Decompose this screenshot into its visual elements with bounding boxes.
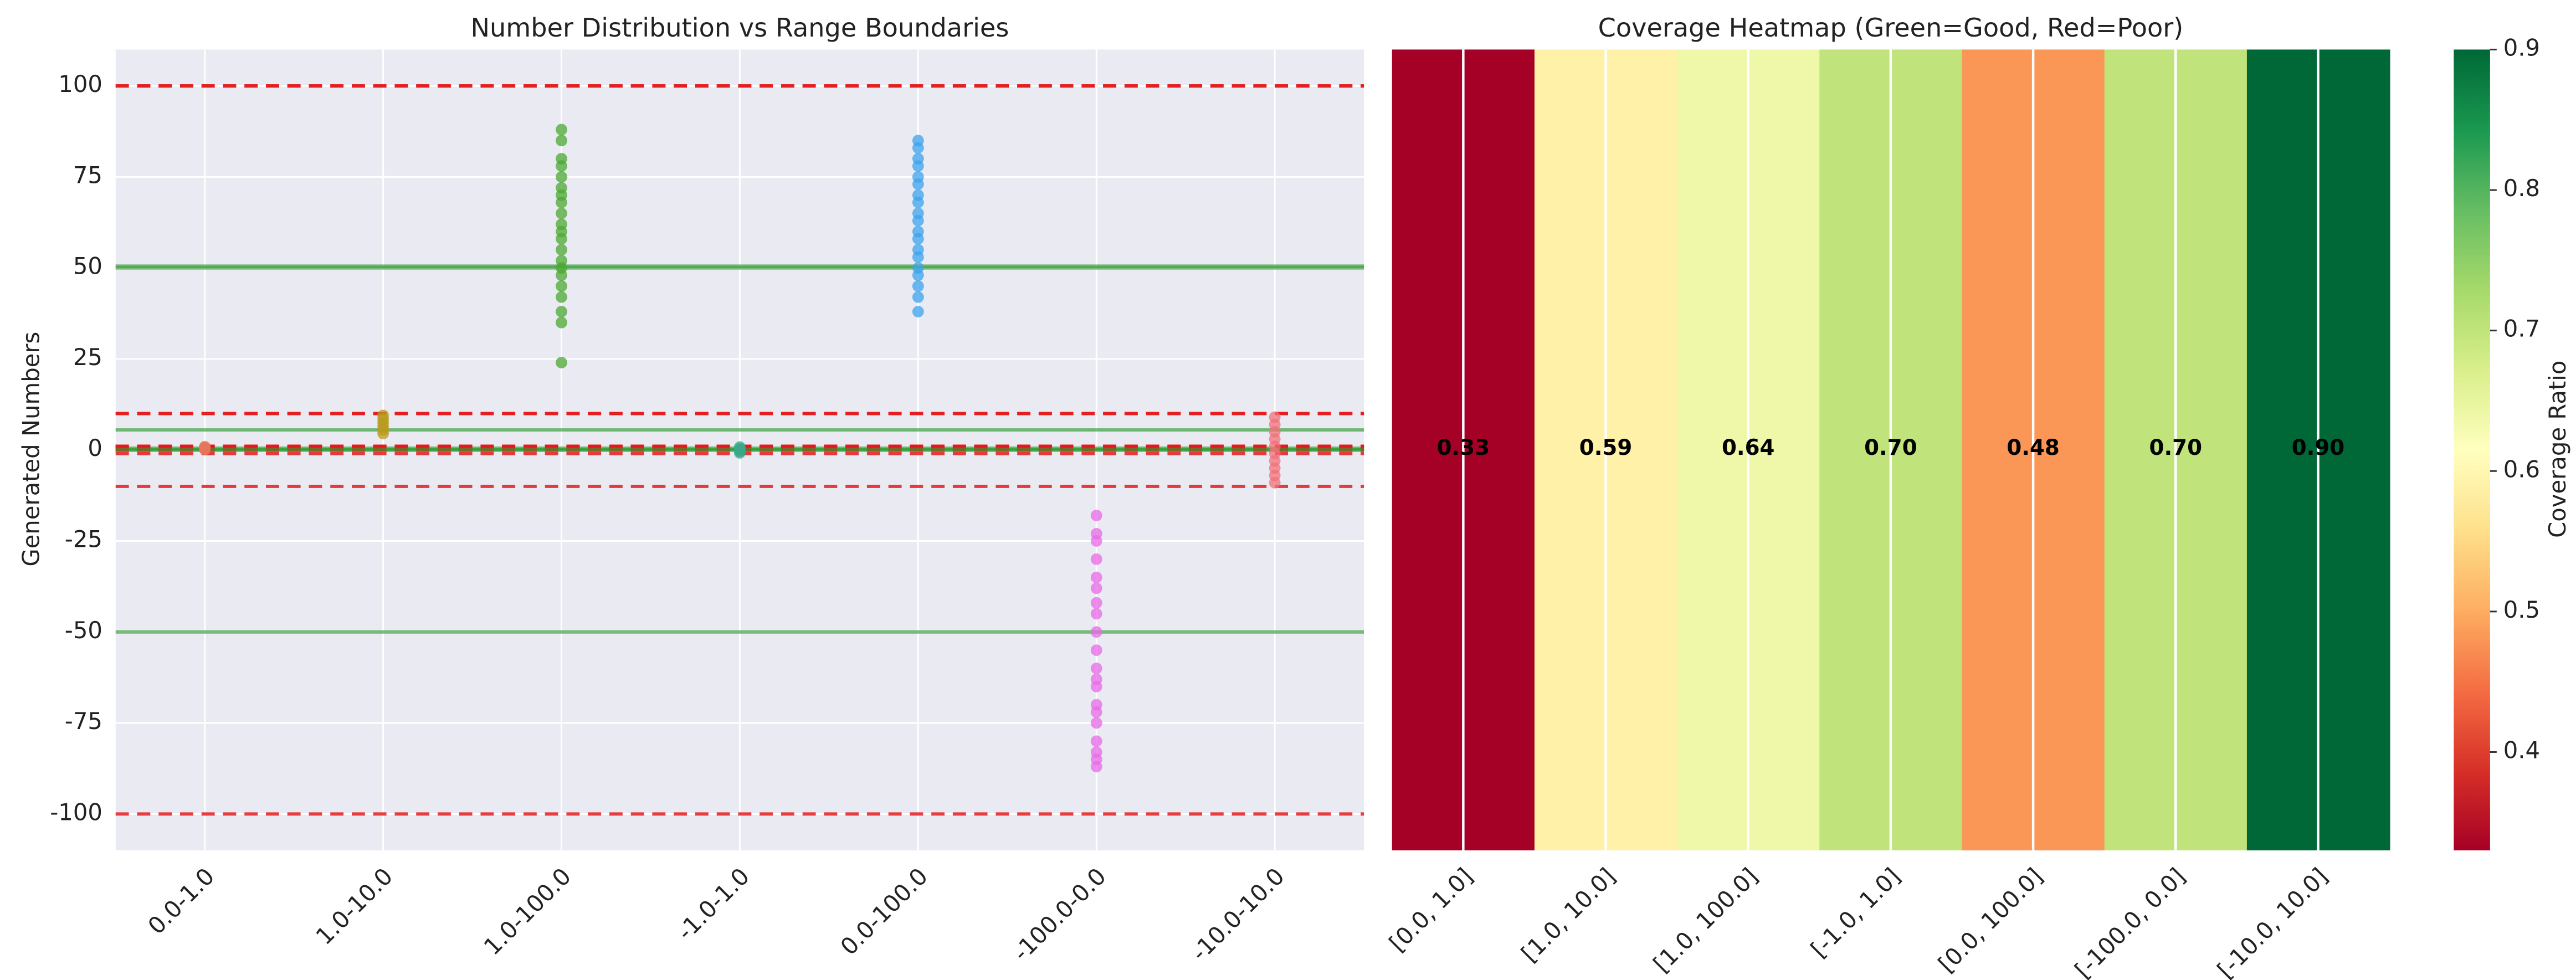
data-point [556, 182, 567, 194]
data-point [556, 280, 567, 292]
value-label: 0.33 [1437, 435, 1490, 460]
colorbar-label: Coverage Ratio [2544, 361, 2571, 538]
data-point [1090, 706, 1102, 718]
x-tick-label: -10.0-10.0 [1186, 863, 1290, 966]
data-point [1090, 663, 1102, 674]
x-tick-label: 0.0-1.0 [142, 863, 219, 940]
value-label: 0.48 [2007, 435, 2060, 460]
data-point [556, 244, 567, 256]
right-title: Coverage Heatmap (Green=Good, Red=Poor) [1598, 13, 2184, 43]
data-point [1090, 510, 1102, 521]
value-label: 0.70 [2149, 435, 2203, 460]
data-point [1090, 582, 1102, 594]
y-tick-label: -25 [65, 525, 102, 552]
value-label: 0.90 [2292, 435, 2345, 460]
data-point [1090, 680, 1102, 692]
data-point [556, 218, 567, 230]
data-point [556, 291, 567, 303]
x-tick-label: [-100.0, 0.0] [2070, 863, 2190, 980]
y-tick-label: -100 [50, 798, 102, 825]
data-point [1090, 626, 1102, 638]
x-tick-label: 1.0-10.0 [310, 863, 398, 950]
data-point [912, 153, 924, 165]
x-tick-label: 1.0-100.0 [479, 863, 577, 961]
data-point [912, 135, 924, 147]
data-point [734, 441, 746, 453]
data-point [377, 409, 389, 422]
data-point [1269, 411, 1281, 423]
colorbar-tick-label: 0.4 [2503, 736, 2540, 763]
data-point [556, 316, 567, 329]
colorbar-tick-label: 0.6 [2503, 455, 2540, 483]
y-tick-label: -50 [65, 617, 102, 644]
y-tick-label: -75 [65, 707, 102, 735]
colorbar-tick-label: 0.5 [2503, 596, 2540, 623]
x-tick-label: [0.0, 1.0] [1384, 863, 1478, 957]
data-point [1090, 553, 1102, 565]
data-point [556, 153, 567, 165]
value-label: 0.70 [1864, 435, 1917, 460]
data-point [912, 262, 924, 274]
x-tick-label: 0.0-100.0 [835, 863, 933, 961]
y-tick-label: 100 [58, 70, 102, 98]
data-point [556, 124, 567, 136]
x-tick-label: [1.0, 100.0] [1648, 863, 1763, 978]
x-tick-label: [0.0, 100.0] [1933, 863, 2048, 978]
data-point [556, 207, 567, 219]
data-point [556, 306, 567, 317]
data-point [912, 280, 924, 292]
data-point [1090, 608, 1102, 620]
data-point [1090, 597, 1102, 609]
data-point [912, 244, 924, 256]
x-tick-label: [-10.0, 10.0] [2212, 863, 2333, 980]
data-point [912, 225, 924, 238]
value-label: 0.64 [1722, 435, 1775, 460]
data-point [1090, 644, 1102, 656]
x-tick-label: [1.0, 10.0] [1516, 863, 1620, 967]
data-point [556, 171, 567, 183]
data-point [1090, 717, 1102, 729]
data-point [912, 171, 924, 183]
data-point [1090, 571, 1102, 583]
data-point [556, 255, 567, 266]
colorbar [2454, 49, 2490, 851]
left-title: Number Distribution vs Range Boundaries [470, 13, 1009, 43]
x-tick-label: [-1.0, 1.0] [1805, 863, 1906, 963]
y-tick-label: 75 [73, 161, 102, 188]
y-tick-label: 0 [88, 434, 102, 461]
data-point [912, 306, 924, 317]
y-tick-label: 50 [73, 253, 102, 280]
data-point [912, 291, 924, 303]
data-point [556, 357, 567, 368]
data-point [912, 189, 924, 201]
data-point [1090, 535, 1102, 547]
data-point [912, 207, 924, 219]
data-point [199, 440, 211, 453]
colorbar-tick-label: 0.8 [2503, 175, 2540, 202]
y-axis-label: Generated Numbers [18, 332, 45, 567]
x-tick-label: -1.0-1.0 [671, 863, 755, 946]
data-point [1090, 761, 1102, 773]
y-tick-label: 25 [73, 343, 102, 371]
data-point [556, 135, 567, 147]
x-tick-label: -100.0-0.0 [1008, 863, 1111, 966]
data-point [1090, 735, 1102, 747]
value-label: 0.59 [1579, 435, 1633, 460]
colorbar-tick-label: 0.9 [2503, 34, 2540, 61]
colorbar-tick-label: 0.7 [2503, 315, 2540, 342]
